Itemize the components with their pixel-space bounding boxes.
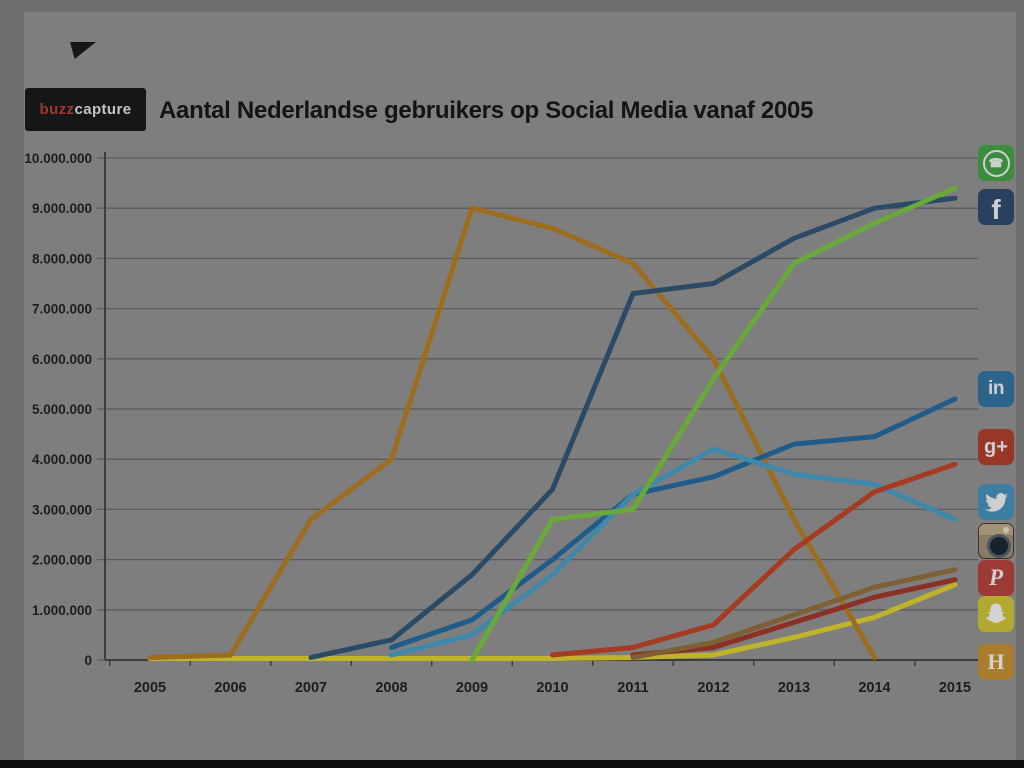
logo-text: buzzcapture [40,102,132,117]
x-axis-tick-label: 2012 [697,680,729,696]
whatsapp-icon: ☎ [978,145,1014,181]
x-axis-tick-label: 2008 [375,680,407,696]
linkedin-icon: in [978,371,1014,407]
series-line-instagram [630,567,958,660]
snapchat-ghost-glyph [985,603,1007,623]
linkedin-glyph: in [988,378,1004,399]
x-axis-tick-label: 2009 [456,680,488,696]
googleplus-glyph: g+ [984,435,1008,458]
twitter-bird-glyph [984,492,1008,512]
y-axis-tick-label: 1.000.000 [32,603,92,618]
pinterest-icon: P [978,560,1014,596]
y-axis-tick-label: 8.000.000 [32,251,92,266]
x-axis-tick-label: 2005 [134,680,166,696]
facebook-glyph: f [991,194,1001,225]
y-axis-tick-label: 2.000.000 [32,553,92,568]
series-line-whatsapp [469,185,958,663]
logo-text-buzz: buzz [39,101,75,118]
y-axis-tick-label: 4.000.000 [32,452,92,467]
y-axis-tick-label: 9.000.000 [32,201,92,216]
buzzcapture-logo: buzzcapture [25,88,146,131]
series-line-googleplus [550,461,958,658]
hyves-icon: H [978,644,1014,680]
y-axis-tick-label: 3.000.000 [32,502,92,517]
x-axis-tick-label: 2014 [858,680,890,696]
x-axis-tick-label: 2007 [295,680,327,696]
y-axis-tick-label: 0 [84,653,92,668]
snapchat-icon [978,596,1014,632]
series-line-snapchat [147,582,958,661]
series-line-linkedin [389,396,958,650]
chart-title: Aantal Nederlandse gebruikers op Social … [159,97,814,124]
logo-text-capture: capture [74,101,132,118]
whatsapp-phone-glyph: ☎ [982,149,1010,177]
y-axis-tick-label: 5.000.000 [32,402,92,417]
y-axis-tick-label: 10.000.000 [24,151,92,166]
instagram-icon [978,523,1014,559]
instagram-camera-top [979,524,1013,535]
facebook-icon: f [978,189,1014,225]
x-axis-tick-label: 2010 [536,680,568,696]
pinterest-glyph: P [988,565,1004,590]
googleplus-icon: g+ [978,429,1014,465]
x-axis-tick-label: 2006 [214,680,246,696]
twitter-icon [978,484,1014,520]
series-line-hyves [147,205,877,660]
x-axis-tick-label: 2015 [939,680,971,696]
instagram-viewfinder-dot [1003,527,1009,533]
slide-background [24,12,1016,760]
series-line-twitter [389,446,958,658]
hyves-glyph: H [987,649,1005,674]
y-axis-tick-label: 7.000.000 [32,302,92,317]
x-axis-tick-label: 2013 [778,680,810,696]
series-line-facebook [308,195,958,660]
x-axis-tick-label: 2011 [617,680,648,696]
bottom-black-bar [0,760,1024,768]
instagram-lens [987,534,1011,558]
y-axis-tick-label: 6.000.000 [32,352,92,367]
